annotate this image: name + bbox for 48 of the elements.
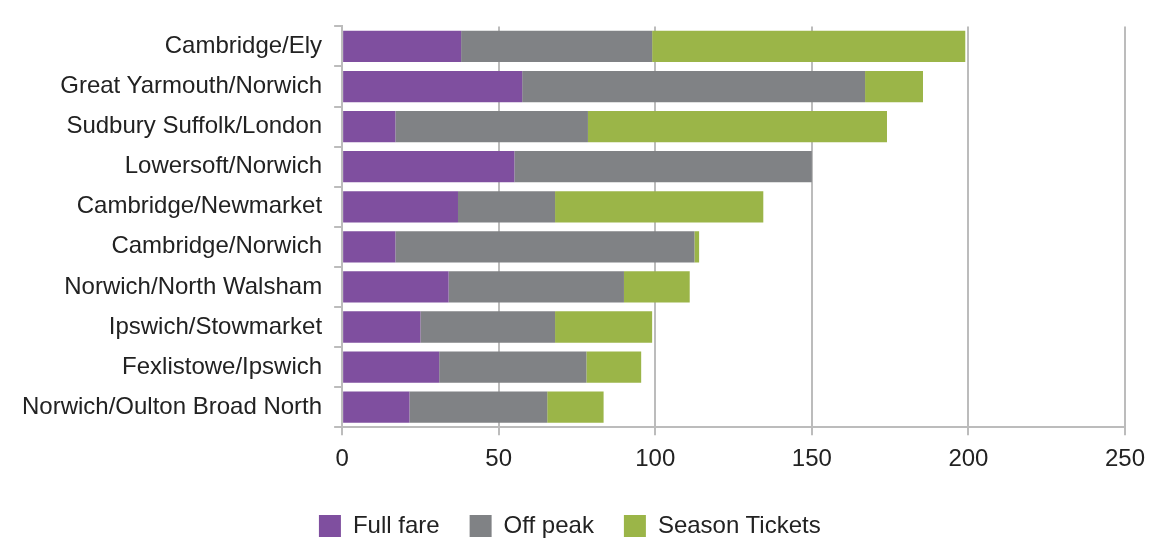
x-tick-label: 0 <box>335 444 349 472</box>
bar <box>694 231 700 263</box>
y-tick-label: Sudbury Suffolk/London <box>66 111 323 139</box>
bar <box>865 70 923 103</box>
bar <box>439 351 587 383</box>
y-tick-label: Lowersoft/Norwich <box>124 151 323 179</box>
bar <box>420 311 556 343</box>
y-tick-label: Cambridge/Norwich <box>111 231 323 259</box>
y-tick-label: Norwich/Oulton Broad North <box>21 391 323 419</box>
x-tick-label: 250 <box>1104 444 1145 472</box>
y-tick-label: Ipswich/Stowmarket <box>108 311 323 339</box>
bar <box>461 30 653 63</box>
bar <box>457 191 556 223</box>
bar <box>343 110 396 143</box>
bar <box>343 311 421 343</box>
bar <box>448 271 624 303</box>
legend-label: Off peak <box>503 510 595 538</box>
bar <box>343 351 440 383</box>
bar <box>343 30 462 63</box>
bar <box>395 231 695 263</box>
bar <box>343 70 523 103</box>
x-tick-label: 100 <box>635 444 676 472</box>
bar <box>623 271 690 303</box>
bar <box>343 191 458 223</box>
legend-label: Season Tickets <box>657 510 821 538</box>
bar <box>409 391 548 423</box>
bar <box>343 391 410 423</box>
y-tick-label: Norwich/North Walsham <box>64 271 323 299</box>
bar <box>555 191 764 223</box>
bar <box>586 351 642 383</box>
x-tick-label: 200 <box>948 444 989 472</box>
y-tick-label: Cambridge/Ely <box>164 31 323 59</box>
bar <box>514 151 812 183</box>
bar <box>395 110 588 143</box>
bar <box>587 110 887 143</box>
legend-label: Full fare <box>352 510 440 538</box>
bar <box>547 391 604 423</box>
x-tick-label: 150 <box>791 444 832 472</box>
bar <box>652 30 966 63</box>
bar <box>522 70 866 103</box>
x-tick-label: 50 <box>485 444 513 472</box>
y-tick-label: Fexlistowe/Ipswich <box>122 351 323 379</box>
bar <box>343 271 449 303</box>
bar <box>343 231 396 263</box>
bar <box>343 151 515 183</box>
y-tick-label: Great Yarmouth/Norwich <box>60 71 323 99</box>
y-tick-label: Cambridge/Newmarket <box>76 191 323 219</box>
bar <box>555 311 653 343</box>
